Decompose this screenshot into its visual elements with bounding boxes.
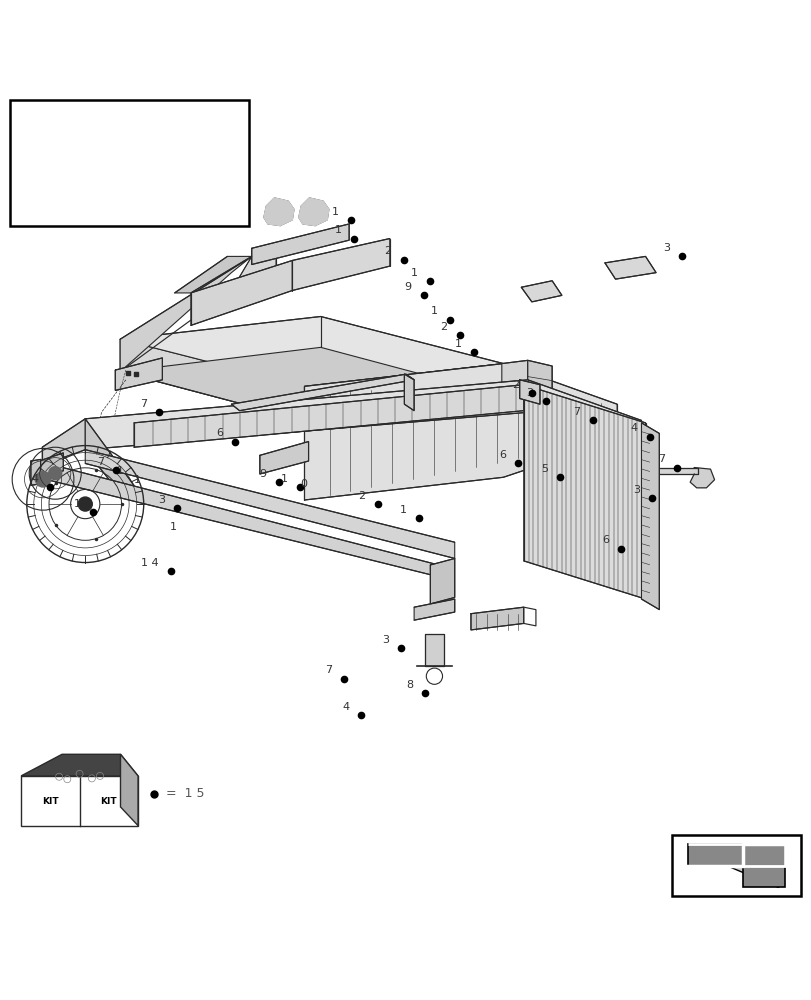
Polygon shape [85, 450, 454, 558]
Bar [10, 100, 249, 226]
Text: 0: 0 [299, 479, 307, 489]
Text: 5: 5 [540, 464, 547, 474]
Polygon shape [191, 260, 292, 325]
Polygon shape [264, 198, 294, 226]
Text: 7: 7 [139, 399, 147, 409]
Polygon shape [521, 281, 561, 302]
Text: 1: 1 [280, 474, 287, 484]
Polygon shape [231, 244, 276, 291]
Text: 1: 1 [430, 306, 437, 316]
Polygon shape [120, 316, 503, 386]
Text: 7: 7 [97, 457, 104, 467]
Text: 9: 9 [259, 469, 266, 479]
Text: 3: 3 [662, 243, 669, 253]
Text: 2: 2 [358, 491, 365, 501]
Text: KIT: KIT [101, 797, 117, 806]
Polygon shape [414, 599, 454, 620]
Circle shape [49, 467, 62, 480]
Text: 4: 4 [31, 474, 38, 484]
Polygon shape [120, 256, 251, 372]
Polygon shape [298, 198, 328, 226]
Text: 3: 3 [632, 485, 639, 495]
Polygon shape [134, 385, 523, 447]
Polygon shape [404, 374, 414, 411]
Circle shape [36, 472, 50, 487]
Polygon shape [251, 224, 349, 265]
Text: 1: 1 [117, 466, 124, 476]
Text: 1: 1 [74, 499, 81, 509]
Text: 8: 8 [406, 680, 413, 690]
Text: 6: 6 [216, 428, 223, 438]
Polygon shape [120, 339, 304, 420]
Circle shape [78, 497, 92, 511]
Polygon shape [42, 419, 85, 468]
Text: 3: 3 [157, 495, 165, 505]
Polygon shape [21, 776, 138, 826]
Polygon shape [687, 844, 784, 887]
Text: 7: 7 [657, 454, 664, 464]
Text: 3: 3 [381, 635, 388, 645]
Polygon shape [231, 374, 414, 411]
Polygon shape [641, 423, 659, 610]
Text: 1: 1 [334, 225, 341, 235]
Polygon shape [694, 852, 777, 887]
Polygon shape [120, 754, 138, 826]
Text: 4: 4 [629, 423, 637, 433]
Text: 2: 2 [512, 380, 519, 390]
Polygon shape [523, 468, 697, 474]
Polygon shape [430, 558, 454, 604]
Polygon shape [604, 256, 655, 279]
Polygon shape [174, 256, 251, 293]
Polygon shape [527, 360, 551, 404]
Text: 1 4: 1 4 [140, 558, 158, 568]
Text: 7: 7 [573, 407, 580, 417]
Text: 2: 2 [440, 322, 447, 332]
Polygon shape [501, 360, 527, 401]
Text: 1: 1 [399, 505, 406, 515]
Text: 1: 1 [410, 268, 418, 278]
Polygon shape [304, 364, 616, 500]
Polygon shape [85, 380, 641, 453]
Text: 2: 2 [384, 246, 391, 256]
Text: 1: 1 [169, 522, 177, 532]
Polygon shape [470, 607, 523, 630]
Text: 7: 7 [324, 665, 332, 675]
Polygon shape [85, 419, 134, 494]
Text: 6: 6 [498, 450, 505, 460]
Text: =  1 5: = 1 5 [166, 787, 204, 800]
Text: 1: 1 [133, 475, 140, 485]
Polygon shape [260, 442, 308, 474]
Text: 1: 1 [331, 207, 338, 217]
Polygon shape [424, 634, 444, 666]
Text: 4: 4 [341, 702, 349, 712]
Text: KIT: KIT [42, 797, 58, 806]
Polygon shape [31, 459, 41, 485]
Polygon shape [39, 453, 63, 477]
Polygon shape [304, 364, 503, 420]
Polygon shape [21, 754, 138, 776]
Text: 9: 9 [404, 282, 411, 292]
Text: 1: 1 [454, 339, 461, 349]
Polygon shape [47, 463, 438, 575]
Polygon shape [120, 347, 503, 420]
Polygon shape [519, 380, 539, 404]
Polygon shape [689, 468, 714, 488]
Bar [672, 835, 800, 896]
Text: 6: 6 [601, 535, 608, 545]
Polygon shape [292, 239, 389, 291]
Polygon shape [523, 385, 645, 599]
Text: 3: 3 [526, 388, 533, 398]
Polygon shape [115, 358, 162, 390]
